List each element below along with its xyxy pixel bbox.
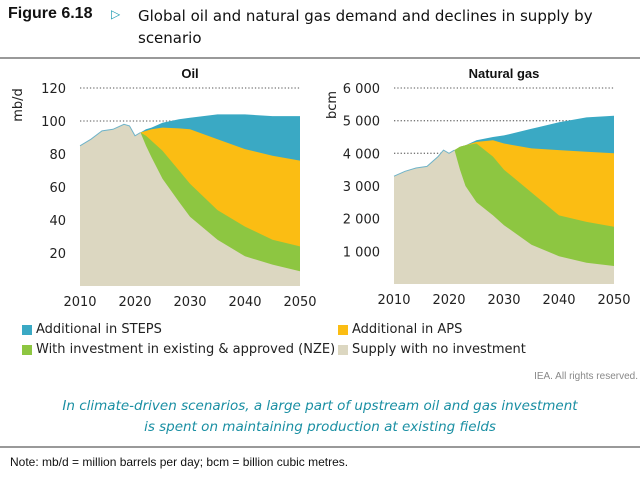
x-tick-label: 2010: [63, 295, 96, 310]
x-tick-label: 2040: [228, 295, 261, 310]
area-supply-with-no-investment: [394, 150, 614, 284]
legend-swatch: [22, 344, 32, 355]
header-divider: [0, 57, 640, 59]
legend-label: Additional in APS: [352, 322, 463, 337]
x-tick-label: 2020: [432, 293, 465, 308]
legend-swatch: [338, 344, 348, 355]
note: Note: mb/d = million barrels per day; bc…: [10, 455, 349, 469]
legend-item-steps: Additional in STEPS: [22, 322, 162, 337]
legend-swatch: [22, 324, 32, 335]
x-tick-label: 2050: [597, 293, 630, 308]
footer-divider: [0, 446, 640, 448]
legend-label: Supply with no investment: [352, 342, 526, 357]
area-supply-with-no-investment: [80, 124, 300, 286]
y-tick-label: 3 000: [343, 180, 380, 195]
x-tick-label: 2030: [173, 295, 206, 310]
historical-line: [79, 123, 141, 147]
chart-natural-gas: 1 000 2 000 3 000 4 000 5 000 6 000 2010 2020 20…: [325, 66, 631, 308]
credit-text: IEA. All rights reserved.: [534, 371, 638, 382]
caption-line-1: In climate-driven scenarios, a large par…: [62, 398, 578, 414]
x-tick-label: 2030: [487, 293, 520, 308]
historical-line: [393, 149, 455, 177]
y-tick-label: 6 000: [343, 82, 380, 97]
x-tick-label: 2020: [118, 295, 151, 310]
caption-line-2: is spent on maintaining production at ex…: [144, 419, 496, 435]
y-tick-label: 5 000: [343, 115, 380, 130]
y-tick-label: 2 000: [343, 213, 380, 228]
legend-item-nze: With investment in existing & approved (…: [22, 342, 335, 357]
figure-title: Global oil and natural gas demand and de…: [138, 7, 593, 47]
figure-label: Figure 6.18: [8, 5, 93, 22]
chart-title: Natural gas: [469, 66, 540, 81]
y-tick-label: 4 000: [343, 147, 380, 162]
y-axis-label: mb/d: [11, 88, 26, 122]
legend-label: With investment in existing & approved (…: [36, 342, 336, 357]
legend-item-no-investment: Supply with no investment: [338, 342, 526, 357]
y-tick-label: 120: [41, 82, 66, 97]
legend-swatch: [338, 324, 348, 335]
y-tick-label: 80: [49, 148, 66, 163]
y-tick-label: 100: [41, 115, 66, 130]
chart-title: Oil: [181, 66, 198, 81]
triangle-right-icon: ▷: [111, 7, 121, 21]
legend-label: Additional in STEPS: [36, 322, 162, 337]
y-tick-label: 40: [49, 214, 66, 229]
x-tick-label: 2010: [377, 293, 410, 308]
y-axis-label: bcm: [325, 91, 340, 119]
y-tick-label: 20: [49, 247, 66, 262]
x-tick-label: 2040: [542, 293, 575, 308]
y-tick-label: 1 000: [343, 245, 380, 260]
x-tick-label: 2050: [283, 295, 316, 310]
y-tick-label: 60: [49, 181, 66, 196]
caption: In climate-driven scenarios, a large par…: [0, 396, 640, 438]
legend-item-aps: Additional in APS: [338, 322, 462, 337]
